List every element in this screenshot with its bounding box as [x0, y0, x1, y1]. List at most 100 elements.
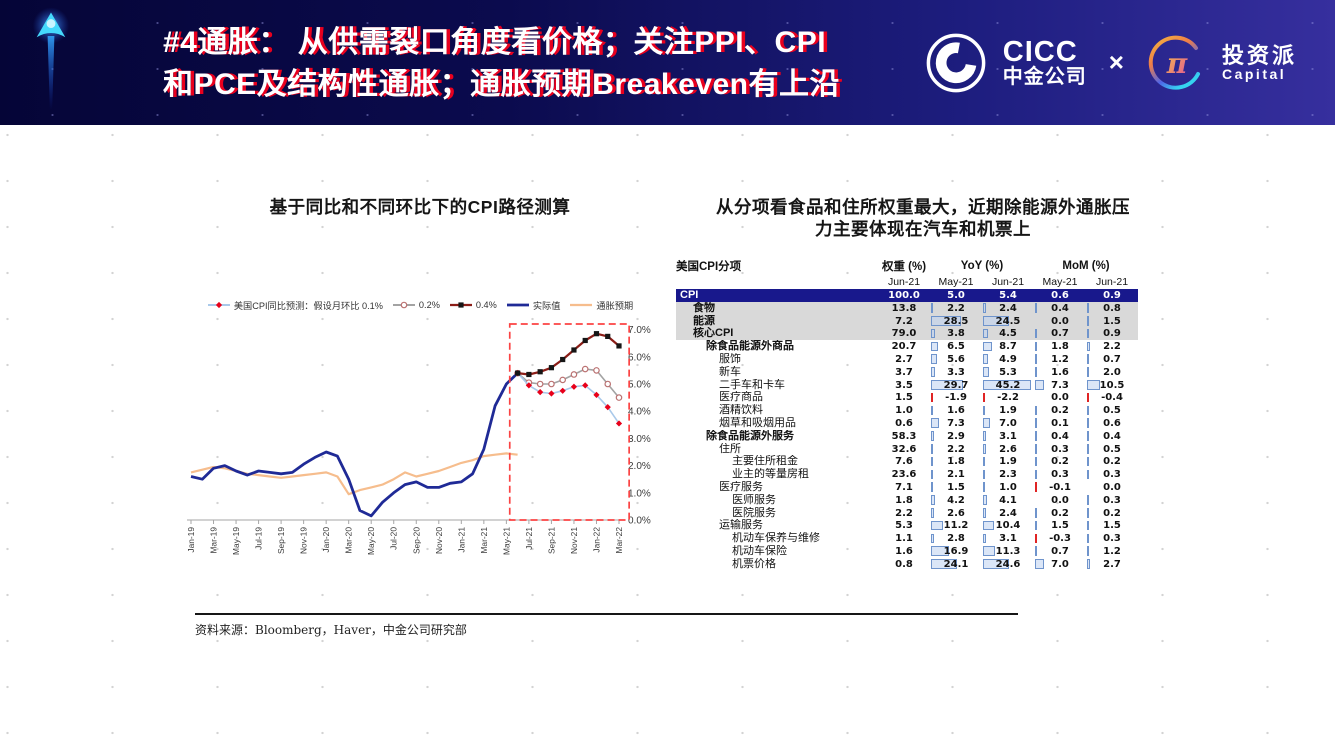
- marker-circle: [400, 301, 408, 309]
- forecast-highlight-box: [508, 323, 630, 521]
- x-axis-label: Nov-20: [434, 527, 444, 554]
- value-cell: 0.9: [1086, 327, 1138, 340]
- cell-value: 7.6: [895, 456, 913, 468]
- legend-item-2: 0.4%: [449, 300, 497, 310]
- data-bar: [983, 380, 1031, 390]
- marker-circle: [604, 380, 612, 388]
- value-cell: 2.3: [982, 468, 1034, 481]
- y-axis-label: 3.0%: [628, 434, 651, 445]
- table-row: 机动车保险 1.6 16.9 11.3 0.7 1.2: [676, 545, 1138, 558]
- cell-value: 0.0: [1051, 392, 1069, 404]
- data-bar: [1035, 456, 1037, 467]
- brand-x-separator: ×: [1108, 47, 1124, 77]
- slide-title-line1: #4通胀： 从供需裂口角度看价格；关注PPI、CPI: [163, 26, 827, 59]
- cell-value: 5.0: [947, 290, 965, 301]
- value-cell: 0.0: [1086, 481, 1138, 494]
- data-bar: [1035, 354, 1037, 364]
- data-bar: [983, 546, 995, 556]
- table-sub-header-row: Jun-21 May-21 Jun-21 May-21 Jun-21: [676, 274, 1138, 289]
- data-bar: [983, 405, 986, 416]
- data-bar: [1087, 469, 1089, 480]
- col-subheader: May-21: [1042, 275, 1078, 288]
- value-cell: 8.7: [982, 340, 1034, 353]
- table-row: 能源 7.2 28.5 24.5 0.0 1.5: [676, 314, 1138, 328]
- cell-value: 0.8: [895, 558, 913, 570]
- marker-diamond: [215, 301, 222, 309]
- marker-circle: [593, 367, 600, 374]
- value-cell: 1.0: [878, 404, 930, 417]
- right-table-title-line2: 力主要体现在汽车和机票上: [815, 219, 1031, 239]
- data-bar: [1087, 559, 1091, 569]
- value-cell: 2.1: [930, 468, 982, 481]
- data-bar: [931, 316, 962, 326]
- data-bar: [1035, 341, 1038, 352]
- cell-value: 2.2: [947, 443, 965, 455]
- marker-diamond: [559, 387, 566, 394]
- table-row: CPI 100.0 5.0 5.4 0.6 0.9: [676, 289, 1138, 302]
- marker-square: [593, 331, 600, 337]
- row-label: 除食品能源外商品: [706, 340, 794, 353]
- value-cell: 1.6: [1034, 366, 1086, 379]
- x-axis-label: Jul-21: [524, 527, 534, 550]
- value-cell: 1.5: [878, 391, 930, 404]
- y-axis-label: 7.0%: [628, 325, 651, 336]
- data-bar: [983, 559, 1010, 569]
- data-bar: [1087, 546, 1089, 556]
- value-cell: 0.0: [1034, 315, 1086, 328]
- cell-value: 2.7: [895, 353, 913, 365]
- cell-value: 4.2: [947, 494, 965, 506]
- marker-circle: [548, 380, 555, 388]
- data-bar: [931, 380, 963, 390]
- row-label: 二手车和卡车: [719, 378, 785, 391]
- data-bar: [983, 431, 987, 441]
- value-cell: 0.5: [1086, 404, 1138, 417]
- legend-label: 通胀预期: [596, 301, 634, 311]
- cell-value: 1.2: [1103, 545, 1121, 557]
- value-cell: 0.7: [1034, 327, 1086, 340]
- value-cell: 2.4: [982, 302, 1034, 315]
- legend-label: 美国CPI同比预测：假设月环比 0.1%: [233, 301, 383, 311]
- data-bar: [983, 367, 989, 377]
- data-bar-negative: [1035, 533, 1037, 544]
- data-bar: [1035, 520, 1037, 531]
- cell-value: 23.6: [891, 469, 917, 481]
- col-subheader: Jun-21: [887, 275, 921, 288]
- legend-label: 0.4%: [475, 300, 497, 310]
- table-group-header-row: 美国CPI分项 权重 (%) YoY (%) MoM (%): [676, 257, 1138, 274]
- row-label: 酒精饮料: [719, 404, 763, 417]
- value-cell: 10.5: [1086, 379, 1138, 392]
- cell-value: 2.4: [999, 507, 1017, 519]
- x-axis-label: Nov-21: [569, 527, 579, 554]
- data-bar: [1035, 328, 1037, 339]
- table-row: 新车 3.7 3.3 5.3 1.6 2.0: [676, 366, 1138, 379]
- table-row: 医师服务 1.8 4.2 4.1 0.0 0.3: [676, 494, 1138, 507]
- value-cell: -0.3: [1034, 532, 1086, 545]
- cell-value: -0.1: [1049, 481, 1071, 493]
- row-label: 医院服务: [732, 506, 776, 519]
- legend-item-4: 通胀预期: [569, 298, 633, 312]
- value-cell: 2.0: [1086, 366, 1138, 379]
- cell-value: 0.2: [1051, 456, 1069, 468]
- cell-value: 58.3: [891, 430, 917, 442]
- value-cell: 100.0: [878, 289, 930, 302]
- value-cell: 0.3: [1086, 532, 1138, 545]
- cell-value: 1.6: [895, 545, 913, 557]
- value-cell: 0.4: [1086, 430, 1138, 443]
- value-cell: 1.1: [878, 532, 930, 545]
- x-axis-label: Sep-19: [276, 527, 286, 554]
- value-cell: 2.6: [982, 443, 1034, 456]
- x-axis-label: May-20: [366, 527, 376, 555]
- cell-value: 2.3: [999, 469, 1017, 481]
- table-row: 运输服务 5.3 11.2 10.4 1.5 1.5: [676, 519, 1138, 532]
- x-axis-label: Nov-19: [299, 527, 309, 554]
- data-bar: [931, 520, 943, 531]
- marker-square: [616, 343, 622, 349]
- marker-square: [537, 369, 543, 375]
- cell-value: 2.8: [947, 533, 965, 545]
- value-cell: 0.2: [1034, 455, 1086, 468]
- data-bar: [1035, 508, 1037, 518]
- cell-value: 8.7: [999, 341, 1017, 353]
- value-cell: 0.8: [878, 558, 930, 571]
- cell-value: 0.5: [1103, 443, 1121, 455]
